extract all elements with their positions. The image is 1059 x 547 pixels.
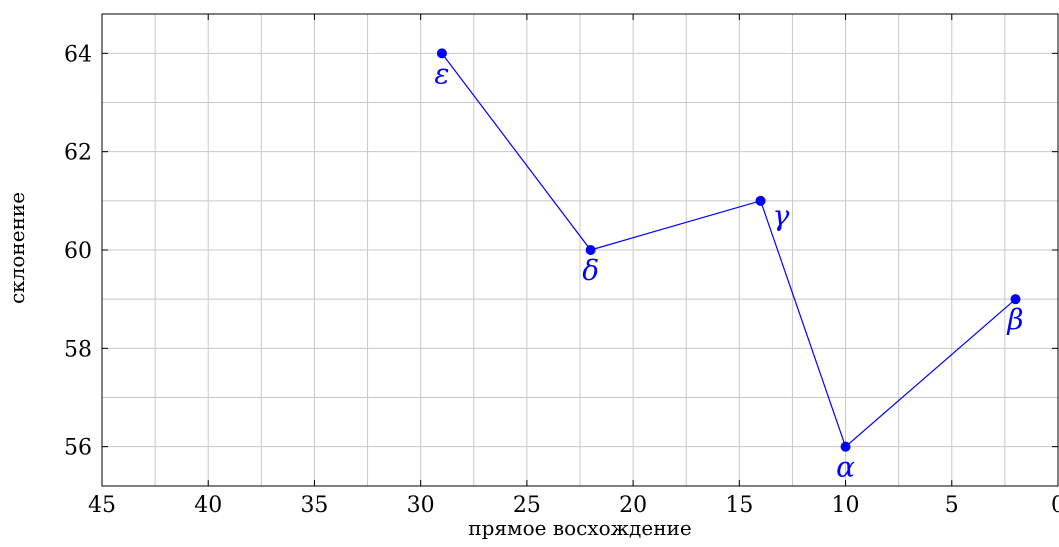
data-series: ε δ γ α β — [434, 48, 1024, 484]
data-point — [755, 195, 766, 206]
y-tick-label: 56 — [64, 436, 92, 461]
grid — [101, 14, 1059, 486]
data-point-label: α — [836, 451, 855, 484]
axis-ticks: 45 40 35 30 25 20 15 10 5 0 56 58 60 62 64 — [64, 14, 1059, 518]
axis-labels: прямое восхождение склонение — [5, 192, 692, 540]
x-tick-label: 35 — [300, 493, 328, 518]
y-tick-label: 58 — [64, 337, 92, 362]
data-point — [436, 48, 447, 59]
data-point — [840, 441, 851, 452]
x-tick-label: 45 — [88, 493, 116, 518]
x-tick-label: 20 — [619, 493, 647, 518]
data-point-label: β — [1006, 303, 1023, 336]
x-tick-label: 10 — [832, 493, 860, 518]
y-tick-label: 62 — [64, 141, 92, 166]
x-tick-label: 15 — [725, 493, 753, 518]
y-axis-label: склонение — [5, 192, 29, 304]
x-tick-label: 25 — [513, 493, 541, 518]
data-point-label: δ — [582, 254, 599, 287]
x-tick-label: 5 — [945, 493, 959, 518]
y-tick-label: 64 — [64, 42, 92, 67]
x-axis-label: прямое восхождение — [468, 516, 691, 540]
data-point — [585, 245, 596, 255]
data-point-label: ε — [434, 57, 449, 90]
data-point — [1010, 294, 1021, 305]
x-tick-label: 0 — [1051, 493, 1059, 518]
x-tick-label: 40 — [194, 493, 222, 518]
y-tick-label: 60 — [64, 239, 92, 264]
data-point-label: γ — [773, 199, 790, 232]
x-tick-label: 30 — [407, 493, 435, 518]
